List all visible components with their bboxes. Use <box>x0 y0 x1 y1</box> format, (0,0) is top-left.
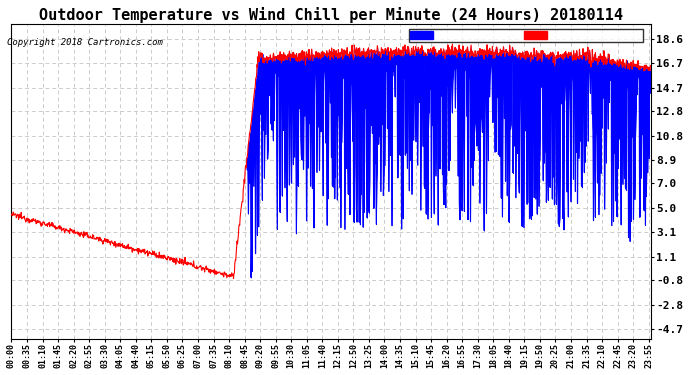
Text: Copyright 2018 Cartronics.com: Copyright 2018 Cartronics.com <box>7 38 163 47</box>
Legend: Wind Chill  (°F), Temperature  (°F): Wind Chill (°F), Temperature (°F) <box>408 29 643 42</box>
Title: Outdoor Temperature vs Wind Chill per Minute (24 Hours) 20180114: Outdoor Temperature vs Wind Chill per Mi… <box>39 7 623 23</box>
